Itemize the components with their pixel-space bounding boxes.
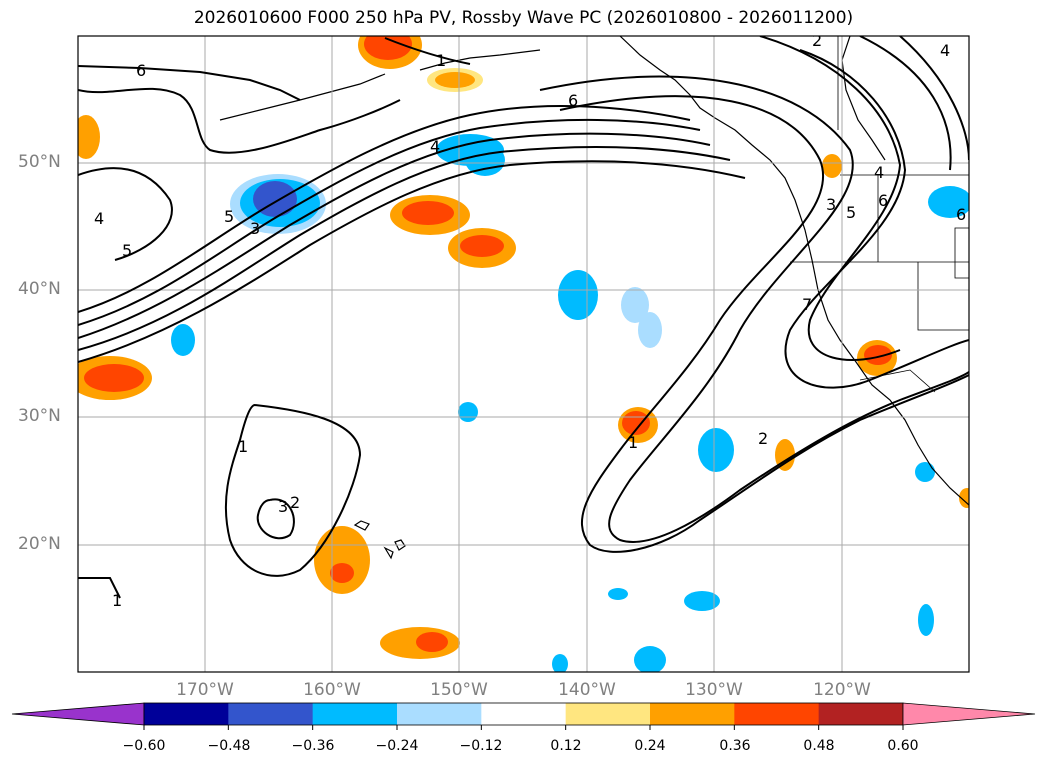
contour-labels: 6 6 2 4 1 4 5 3 4 5 1 3 2 1 2 1 3 5 6 4 … xyxy=(94,31,966,610)
fill-positive-west-edge xyxy=(78,115,100,159)
contour-label: 5 xyxy=(122,241,132,260)
fill-negative-small-a xyxy=(171,324,195,356)
colorbar-tick-label: −0.36 xyxy=(291,738,335,754)
contour-label: 3 xyxy=(250,219,260,238)
fill-negative-south-d xyxy=(552,654,568,672)
contour-label: 4 xyxy=(874,163,884,182)
contour-label: 6 xyxy=(956,205,966,224)
colorbar-tick-label: −0.48 xyxy=(207,738,251,754)
colorbar xyxy=(11,702,1036,730)
fill-positive-aleutian-core xyxy=(435,72,475,88)
plot-area: 6 6 2 4 1 4 5 3 4 5 1 3 2 1 2 1 3 5 6 4 … xyxy=(78,31,969,672)
pv-contours xyxy=(78,36,969,599)
fill-negative-south-a xyxy=(684,591,720,611)
fill-negative-mid-b xyxy=(621,287,649,323)
colorbar-tick-label: 0.48 xyxy=(803,738,835,754)
colorbar-ticks xyxy=(143,725,904,730)
colorbar-segment xyxy=(144,703,229,725)
colorbar-tick-label: 0.12 xyxy=(550,738,582,754)
fill-positive-hawaii xyxy=(314,526,370,594)
colorbar-tick-label: 0.60 xyxy=(887,738,919,754)
fill-positive-coast-core xyxy=(864,345,892,365)
lat-label: 20°N xyxy=(18,534,61,554)
colorbar-segment xyxy=(481,703,567,725)
fill-positive-central-a-core xyxy=(402,201,454,225)
coastlines xyxy=(219,36,969,560)
fill-negative-east-c xyxy=(918,604,934,636)
fill-positive-hawaii-core xyxy=(330,563,354,583)
lat-label: 30°N xyxy=(18,406,61,426)
contour-label: 1 xyxy=(238,437,248,456)
fill-positive-coast-b xyxy=(822,154,842,178)
map-title: 2026010600 F000 250 hPa PV, Rossby Wave … xyxy=(193,8,854,28)
fill-negative-east-edge xyxy=(928,186,969,218)
colorbar-segment xyxy=(228,703,314,725)
colorbar-segment xyxy=(734,703,820,725)
colorbar-segment xyxy=(565,703,651,725)
contour-label: 1 xyxy=(436,51,446,70)
map-frame xyxy=(77,35,970,673)
colorbar-segment xyxy=(312,703,398,725)
fill-negative-south-b xyxy=(608,588,628,600)
contour-label: 3 xyxy=(278,497,288,516)
contour-label: 4 xyxy=(940,41,950,60)
contour-label: 3 xyxy=(826,195,836,214)
colorbar-segment xyxy=(397,703,482,725)
contour-label: 6 xyxy=(878,191,888,210)
lon-label: 150°W xyxy=(430,680,488,700)
contour-label: 7 xyxy=(802,295,812,314)
contour-label: 4 xyxy=(430,137,440,156)
colorbar-segments xyxy=(143,702,904,726)
contour-label: 6 xyxy=(136,61,146,80)
lon-label: 170°W xyxy=(176,680,234,700)
contour-label: 2 xyxy=(290,493,300,512)
colorbar-tick-label: −0.60 xyxy=(122,738,166,754)
contour-label: 1 xyxy=(628,433,638,452)
fill-positive-central-b-core xyxy=(460,235,504,257)
fill-negative-mid-c xyxy=(638,312,662,348)
colorbar-tick-label: −0.12 xyxy=(459,738,503,754)
lat-label: 50°N xyxy=(18,152,61,172)
fill-positive-west-b-core xyxy=(84,364,144,392)
lon-label: 130°W xyxy=(685,680,743,700)
contour-label: 5 xyxy=(224,207,234,226)
fill-negative-south-c xyxy=(634,646,666,672)
fill-negative-east-b xyxy=(915,462,935,482)
contour-label: 2 xyxy=(758,429,768,448)
colorbar-segment xyxy=(650,703,735,725)
contour-label: 2 xyxy=(812,31,822,50)
contour-label: 4 xyxy=(94,209,104,228)
contour-label: 6 xyxy=(568,91,578,110)
fill-negative-mid-a xyxy=(558,270,598,320)
colorbar-tick-label: 0.24 xyxy=(634,738,666,754)
colorbar-tick-label: −0.24 xyxy=(375,738,419,754)
colorbar-segment xyxy=(818,703,904,725)
fill-negative-east-a xyxy=(698,428,734,472)
contour-label: 1 xyxy=(112,591,122,610)
lat-label: 40°N xyxy=(18,279,61,299)
fill-negative-small-b xyxy=(458,402,478,422)
colorbar-tick-label: 0.36 xyxy=(719,738,751,754)
colorbar-extend-left xyxy=(11,702,145,726)
fill-positive-mid-core xyxy=(622,411,650,435)
lon-label: 160°W xyxy=(303,680,361,700)
fill-positive-alaska-core xyxy=(364,36,412,60)
fill-positive-south-core xyxy=(416,632,448,652)
lon-label: 140°W xyxy=(558,680,616,700)
lon-label: 120°W xyxy=(813,680,871,700)
colorbar-extend-right xyxy=(902,702,1036,726)
contour-label: 5 xyxy=(846,203,856,222)
pv-anomaly-fills xyxy=(78,36,969,672)
